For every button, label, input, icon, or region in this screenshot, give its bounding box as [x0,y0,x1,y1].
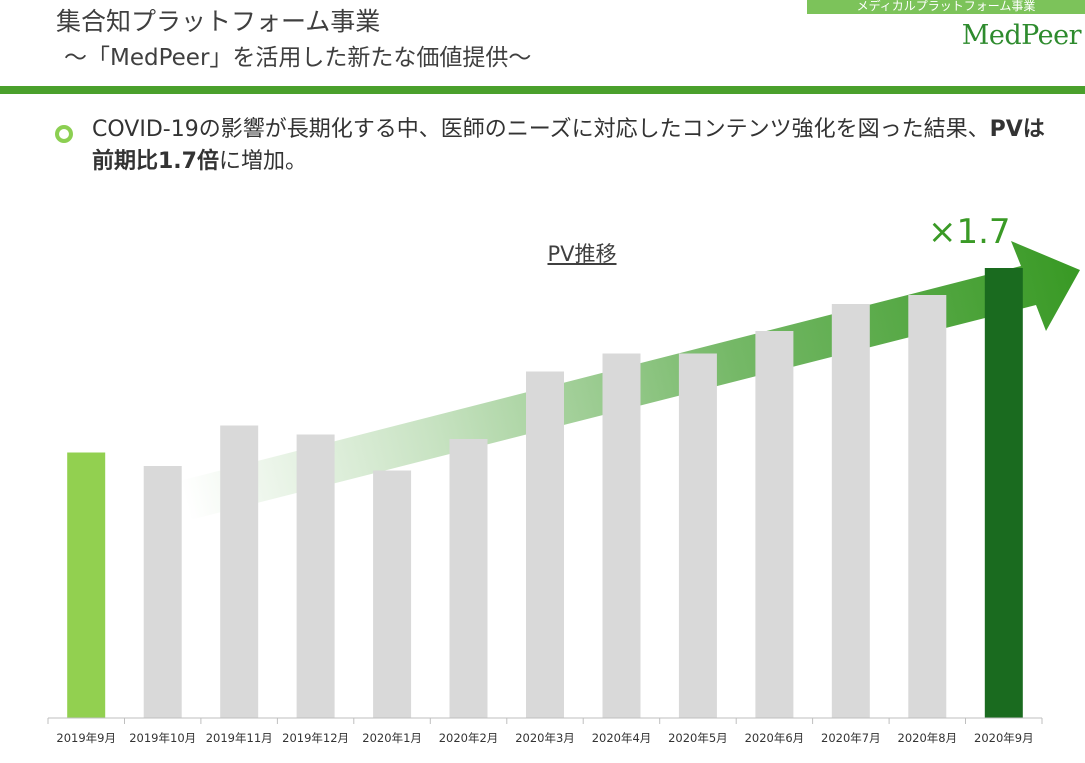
bullet-circle-icon [55,125,73,143]
bullet-text: COVID-19の影響が長期化する中、医師のニーズに対応したコンテンツ強化を図っ… [92,114,1052,178]
bar-2020年4月 [602,353,641,718]
bar-2020年9月 [984,268,1023,718]
chart-title: PV推移 [547,242,617,266]
x-tick-label: 2020年8月 [898,731,958,745]
bar-2020年3月 [526,371,564,718]
x-tick-label: 2020年6月 [745,731,805,745]
bar-2020年2月 [449,439,488,718]
bar-2020年6月 [755,331,794,718]
bar-2019年12月 [296,434,335,718]
section-tag: メディカルプラットフォーム事業 [807,0,1085,14]
x-tick-label: 2020年4月 [592,731,652,745]
x-tick-label: 2020年1月 [362,731,422,745]
bar-2020年7月 [831,304,870,718]
x-tick-label: 2019年10月 [129,731,196,745]
x-tick-label: 2020年5月 [668,731,728,745]
x-tick-label: 2020年2月 [439,731,499,745]
bullet-text-pre: COVID-19の影響が長期化する中、医師のニーズに対応したコンテンツ強化を図っ… [92,117,990,142]
page-title: 集合知プラットフォーム事業 [56,7,381,36]
bar-2020年8月 [908,295,947,718]
bar-2020年5月 [678,353,717,718]
bullet-text-post: に増加。 [218,149,307,174]
bar-2019年10月 [143,466,182,718]
bar-2020年1月 [373,470,412,718]
growth-multiplier: ×1.7 [928,212,1011,252]
bar-2019年9月 [67,452,106,718]
header-divider [0,86,1085,94]
x-tick-label: 2020年3月 [515,731,575,745]
x-tick-label: 2019年9月 [56,731,116,745]
page-subtitle: ～「MedPeer」を活用した新たな価値提供～ [64,45,532,71]
x-tick-label: 2019年11月 [206,731,273,745]
x-tick-label: 2019年12月 [282,731,349,745]
x-tick-label: 2020年9月 [974,731,1034,745]
bullet-text-bold: PVは前期比1.7倍 [92,117,1045,174]
x-tick-label: 2020年7月 [821,731,881,745]
medpeer-logo: MedPeer [961,20,1082,51]
bar-2019年11月 [220,425,259,718]
